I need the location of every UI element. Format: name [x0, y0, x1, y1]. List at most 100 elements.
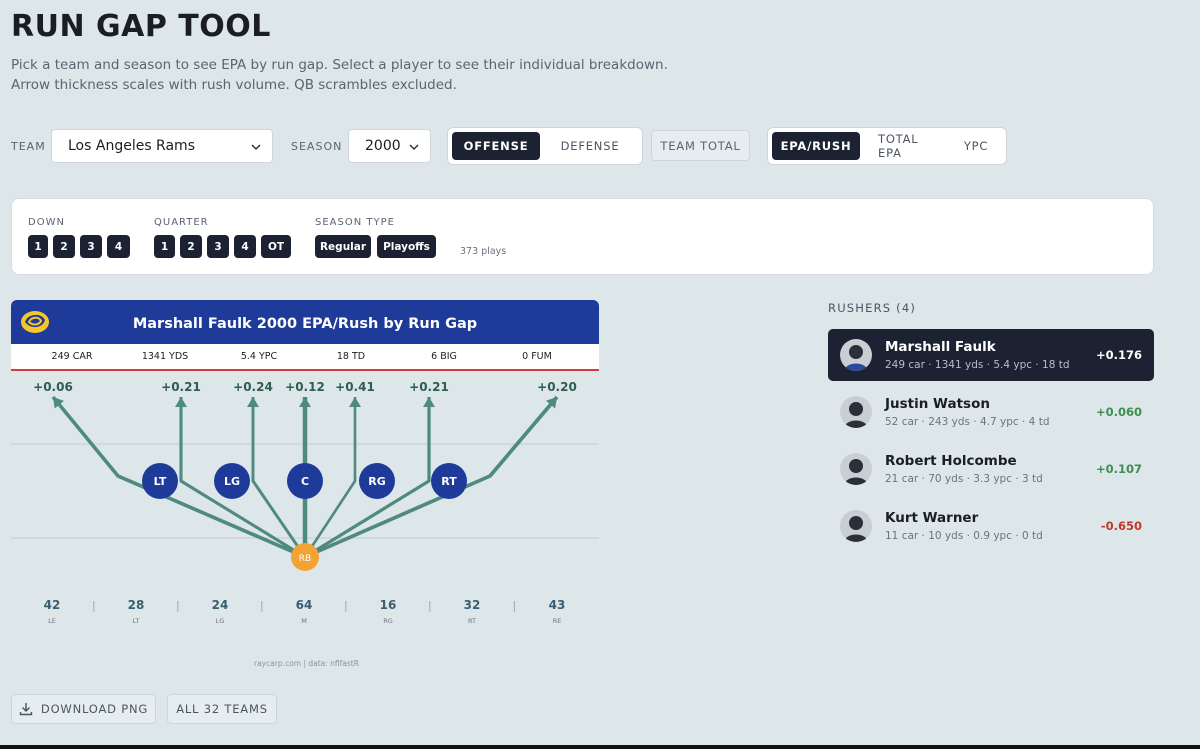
- gap-count-rg: 16: [379, 598, 397, 612]
- gap-separator: |: [176, 599, 180, 612]
- lineman-label: LT: [154, 475, 167, 488]
- arrowhead-rt: [423, 397, 435, 407]
- down-chip[interactable]: 4: [107, 235, 130, 258]
- chevron-down-icon: [409, 144, 419, 151]
- running-back-marker: [291, 543, 319, 571]
- team-total-button[interactable]: TEAM TOTAL: [651, 130, 750, 161]
- gap-arrow-rt: [304, 397, 431, 559]
- arrowhead-re: [545, 397, 557, 409]
- rusher-name: Marshall Faulk: [885, 339, 996, 355]
- arrowhead-lt: [175, 397, 187, 407]
- ypc-option[interactable]: YPC: [963, 139, 989, 153]
- quarter-chip[interactable]: 1: [154, 235, 175, 258]
- arrowhead-rg: [349, 397, 361, 407]
- quarter-chip[interactable]: 2: [180, 235, 202, 258]
- rusher-row[interactable]: Justin Watson 52 car · 243 yds · 4.7 ypc …: [828, 386, 1154, 438]
- metric-toggle: EPA/RUSH TOTAL EPA YPC: [767, 127, 1007, 165]
- quarter-chip[interactable]: 4: [234, 235, 256, 258]
- gap-label-le: LE: [48, 617, 56, 625]
- season-select[interactable]: 2000: [348, 129, 431, 163]
- epa-label-re: +0.20: [537, 380, 577, 394]
- page-subtitle: Pick a team and season to see EPA by run…: [11, 57, 668, 93]
- rusher-epa: +0.176: [1095, 348, 1142, 362]
- arrowhead-le: [53, 397, 64, 409]
- gap-separator: |: [260, 599, 264, 612]
- filters-panel: DOWN 1 2 3 4 QUARTER 1 2 3 4 OT SEASON T…: [11, 198, 1154, 275]
- gap-separator: |: [512, 599, 517, 612]
- quarter-chip[interactable]: OT: [261, 235, 291, 258]
- rusher-row[interactable]: Marshall Faulk 249 car · 1341 yds · 5.4 y…: [828, 329, 1154, 381]
- all-teams-button[interactable]: ALL 32 TEAMS: [167, 694, 277, 724]
- download-png-button[interactable]: DOWNLOAD PNG: [11, 694, 156, 724]
- player-avatar: [840, 510, 872, 542]
- running-back-label: RB: [299, 554, 311, 564]
- gap-arrow-lt: [179, 397, 306, 559]
- gap-separator: |: [92, 599, 96, 612]
- defense-option[interactable]: DEFENSE: [560, 139, 620, 153]
- lineman-lg: [214, 463, 250, 499]
- plays-count: 373 plays: [460, 246, 507, 257]
- gap-count-re: 43: [548, 598, 566, 612]
- player-avatar: [840, 396, 872, 428]
- gap-count-m: 64: [295, 598, 313, 612]
- rams-logo-icon: [21, 311, 49, 333]
- team-select[interactable]: Los Angeles Rams: [51, 129, 273, 163]
- gap-label-m: M: [301, 617, 307, 625]
- lineman-label: RG: [368, 475, 386, 488]
- season-select-value: 2000: [365, 138, 401, 154]
- rusher-name: Kurt Warner: [885, 510, 979, 526]
- down-chip[interactable]: 3: [80, 235, 102, 258]
- epa-label-m: +0.12: [285, 380, 325, 394]
- side-toggle: OFFENSE DEFENSE: [447, 127, 643, 165]
- season-type-label: SEASON TYPE: [315, 217, 395, 228]
- team-select-value: Los Angeles Rams: [68, 138, 195, 154]
- rusher-row[interactable]: Robert Holcombe 21 car · 70 yds · 3.3 ypc…: [828, 443, 1154, 495]
- arrowhead-lg: [247, 397, 259, 407]
- gap-label-rg: RG: [383, 617, 393, 625]
- epa-rush-option[interactable]: EPA/RUSH: [772, 132, 860, 160]
- season-type-chip[interactable]: Playoffs: [377, 235, 436, 258]
- down-chip[interactable]: 2: [53, 235, 75, 258]
- gap-count-rt: 32: [463, 598, 481, 612]
- rusher-stats: 11 car · 10 yds · 0.9 ypc · 0 td: [885, 530, 1043, 542]
- stat-fum: 0 FUM: [522, 351, 552, 362]
- lineman-label: LG: [224, 475, 240, 488]
- rusher-epa: -0.650: [1100, 519, 1142, 533]
- rusher-name: Robert Holcombe: [885, 453, 1017, 469]
- stats-row: 249 CAR 1341 YDS 5.4 YPC 18 TD 6 BIG 0 F…: [11, 344, 599, 371]
- gap-arrow-rg: [303, 397, 357, 558]
- epa-label-rt: +0.21: [409, 380, 449, 394]
- lineman-label: RT: [441, 475, 457, 488]
- stat-car: 249 CAR: [51, 351, 93, 362]
- offense-option[interactable]: OFFENSE: [452, 132, 540, 160]
- rusher-row[interactable]: Kurt Warner 11 car · 10 yds · 0.9 ypc · 0…: [828, 500, 1154, 552]
- chevron-down-icon: [251, 144, 261, 151]
- gap-arrow-le: [51, 395, 306, 559]
- down-chip[interactable]: 1: [28, 235, 48, 258]
- rusher-name: Justin Watson: [885, 396, 990, 412]
- season-type-chip[interactable]: Regular: [315, 235, 371, 258]
- rusher-stats: 249 car · 1341 yds · 5.4 ypc · 18 td: [885, 359, 1070, 371]
- player-avatar: [840, 453, 872, 485]
- player-avatar: [840, 339, 872, 371]
- quarter-label: QUARTER: [154, 217, 209, 228]
- gap-separator: |: [344, 599, 348, 612]
- gap-label-re: RE: [552, 617, 562, 625]
- stat-big: 6 BIG: [431, 351, 457, 362]
- lineman-label: C: [301, 475, 309, 488]
- download-icon: [19, 703, 33, 716]
- gap-label-lg: LG: [215, 617, 225, 625]
- stat-td: 18 TD: [336, 351, 366, 362]
- rusher-stats: 21 car · 70 yds · 3.3 ypc · 3 td: [885, 473, 1043, 485]
- gap-separator: |: [428, 599, 432, 612]
- gap-label-lt: LT: [132, 617, 140, 625]
- chart-header: Marshall Faulk 2000 EPA/Rush by Run Gap: [11, 300, 599, 344]
- total-epa-option[interactable]: TOTAL EPA: [878, 132, 919, 160]
- quarter-chip[interactable]: 3: [207, 235, 229, 258]
- data-credit: raycarp.com | data: nflfastR: [254, 659, 359, 668]
- download-label: DOWNLOAD PNG: [40, 702, 149, 716]
- stat-yds: 1341 YDS: [141, 351, 189, 362]
- page-title: RUN GAP TOOL: [11, 9, 271, 44]
- season-label: SEASON: [291, 140, 343, 153]
